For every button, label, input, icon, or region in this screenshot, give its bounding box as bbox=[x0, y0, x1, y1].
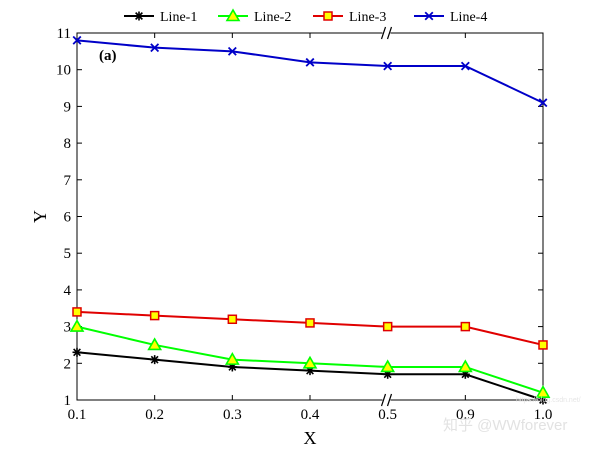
square-marker bbox=[323, 11, 333, 21]
legend-item-line-3: Line-3 bbox=[313, 10, 386, 25]
y-tick-label: 5 bbox=[64, 246, 72, 262]
x-marker bbox=[538, 98, 548, 108]
watermark-text: 知乎 @WWforever bbox=[443, 417, 567, 434]
x-marker bbox=[460, 61, 470, 71]
series-line-3 bbox=[72, 307, 548, 350]
square-marker bbox=[72, 307, 82, 317]
axis-break-slash bbox=[380, 26, 387, 40]
plot-area-frame bbox=[76, 32, 544, 401]
legend: Line-1 Line-2 Line-3 Line-4 bbox=[124, 8, 487, 25]
y-tick-labels: 1 2 3 4 5 6 7 8 9 10 11 bbox=[56, 26, 72, 409]
x-tick-label: 0.2 bbox=[145, 407, 164, 423]
legend-label: Line-4 bbox=[450, 10, 487, 25]
square-marker bbox=[227, 314, 238, 325]
y-tick-label: 1 bbox=[64, 393, 72, 409]
asterisk-marker bbox=[150, 355, 160, 365]
y-tick-label: 2 bbox=[64, 356, 72, 372]
y-tick-label: 8 bbox=[64, 136, 72, 152]
axis-break-marks bbox=[380, 26, 393, 407]
axis-break-gap bbox=[382, 393, 391, 407]
panel-label: (a) bbox=[99, 48, 117, 64]
series-line bbox=[76, 39, 544, 104]
series-line-1 bbox=[72, 347, 548, 405]
series-line bbox=[76, 310, 544, 346]
y-axis-title: Y bbox=[30, 210, 50, 223]
square-marker bbox=[305, 318, 315, 328]
x-marker bbox=[227, 46, 237, 56]
square-marker bbox=[460, 321, 471, 332]
y-tick-label: 11 bbox=[57, 26, 71, 42]
triangle-marker bbox=[69, 318, 85, 332]
triangle-marker bbox=[147, 337, 163, 351]
y-tick-label: 10 bbox=[56, 63, 71, 79]
axis-break-slash bbox=[386, 393, 393, 407]
x-axis-title: X bbox=[304, 428, 317, 448]
legend-item-line-2: Line-2 bbox=[218, 8, 291, 25]
y-tick-label: 6 bbox=[64, 210, 72, 226]
x-tick-label: 0.4 bbox=[301, 407, 320, 423]
y-tick-label: 7 bbox=[64, 173, 72, 189]
triangle-marker bbox=[224, 352, 240, 365]
asterisk-marker bbox=[134, 11, 144, 21]
axis-break-slash bbox=[386, 26, 393, 40]
x-marker bbox=[150, 43, 160, 53]
axis-break-slash bbox=[380, 393, 387, 407]
square-marker bbox=[382, 321, 393, 332]
x-tick-label: 1.0 bbox=[534, 407, 553, 423]
legend-item-line-1: Line-1 bbox=[124, 10, 197, 25]
triangle-marker bbox=[225, 8, 241, 22]
triangle-marker bbox=[457, 359, 473, 373]
axis-ticks bbox=[76, 32, 544, 401]
asterisk-marker bbox=[72, 347, 82, 357]
legend-label: Line-3 bbox=[349, 10, 386, 25]
triangle-marker bbox=[535, 385, 551, 398]
x-marker bbox=[305, 57, 315, 67]
square-marker bbox=[538, 340, 548, 350]
y-tick-label: 9 bbox=[64, 99, 72, 115]
x-tick-labels: 0.1 0.2 0.3 0.4 0.5 0.9 1.0 bbox=[68, 407, 553, 423]
watermark-small-text: https://blog.csdn.net/ bbox=[516, 397, 581, 404]
x-tick-label: 0.5 bbox=[378, 407, 397, 423]
series-lines bbox=[69, 35, 551, 405]
x-tick-label: 0.9 bbox=[456, 407, 475, 423]
legend-label: Line-1 bbox=[160, 10, 197, 25]
y-tick-label: 4 bbox=[64, 283, 72, 299]
legend-item-line-4: Line-4 bbox=[414, 10, 487, 25]
x-tick-label: 0.3 bbox=[223, 407, 242, 423]
square-marker bbox=[149, 310, 160, 321]
legend-label: Line-2 bbox=[254, 10, 291, 25]
triangle-marker bbox=[380, 359, 396, 373]
series-line-4 bbox=[72, 35, 548, 108]
triangle-marker bbox=[302, 355, 318, 369]
x-marker bbox=[383, 61, 393, 71]
series-line-2 bbox=[69, 318, 551, 398]
x-marker bbox=[72, 35, 82, 45]
y-tick-label: 3 bbox=[64, 320, 72, 336]
x-tick-label: 0.1 bbox=[68, 407, 87, 423]
x-marker bbox=[424, 11, 434, 21]
axis-break-gap bbox=[382, 26, 391, 40]
